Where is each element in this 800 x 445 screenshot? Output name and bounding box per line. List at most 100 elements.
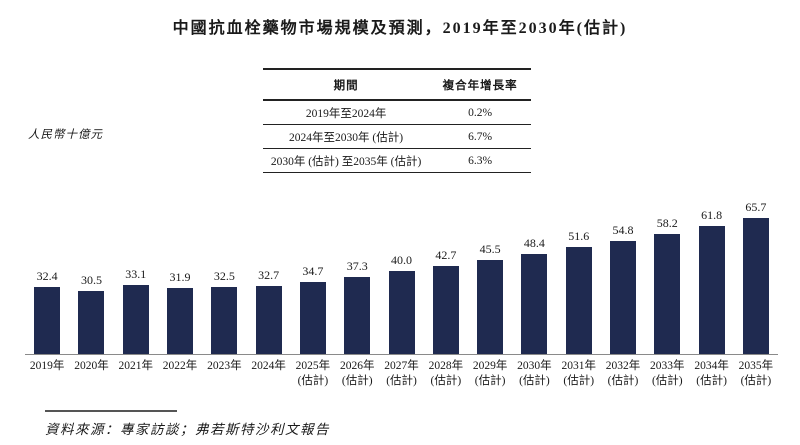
x-axis-labels: 2019年 2020年 2021年 2022年 2023年 2024年 2025年 (估計) 2… [25,359,778,389]
bar [344,277,371,354]
bar-column: 54.8 [601,193,645,354]
x-axis-estimate-note: (估計) [386,374,417,387]
bar [654,234,681,354]
x-axis-tick-label: 2024年 [246,359,290,389]
x-axis-year: 2030年 [517,360,552,372]
bar-value-label: 65.7 [745,200,767,214]
x-axis-year: 2026年 [339,360,375,372]
bar-value-label: 54.8 [612,223,634,237]
bar-column: 40.0 [379,193,423,354]
x-axis-tick-label: 2026年 (估計) [335,359,379,389]
bar [698,226,725,354]
bar-column: 42.7 [424,193,468,354]
x-axis-estimate-note: (估計) [430,374,462,387]
bar [432,266,459,354]
bar-column: 32.4 [25,193,69,354]
bar-column: 61.8 [689,193,733,354]
bar-column: 32.7 [246,193,290,354]
bar-value-label: 33.1 [125,267,147,281]
bar [34,287,61,354]
bar-column: 31.9 [158,193,202,354]
bar [477,260,504,354]
x-axis-year: 2022年 [162,360,198,372]
cagr-rate-header: 複合年增長率 [429,69,531,101]
x-axis-year: 2028年 [428,360,464,372]
x-axis-year: 2021年 [118,360,153,372]
x-axis-year: 2019年 [29,360,65,372]
x-axis-tick-label: 2032年 (估計) [601,359,645,389]
bar [211,287,238,354]
bar-value-label: 32.4 [36,269,58,283]
bar-value-label: 61.8 [701,208,723,222]
x-axis-estimate-note: (估計) [341,374,373,387]
cagr-table-row: 2024年至2030年 (估計) 6.7% [263,124,531,149]
bar-column: 65.7 [734,193,778,354]
x-axis-estimate-note: (估計) [696,374,727,387]
x-axis-year: 2035年 [738,360,774,372]
x-axis-year: 2032年 [605,360,641,372]
x-axis-estimate-note: (估計) [474,374,506,387]
x-axis-year: 2020年 [74,360,109,372]
bar [167,288,194,354]
bar-value-label: 30.5 [80,273,102,287]
bar [742,218,769,354]
x-axis-tick-label: 2035年 (估計) [734,359,778,389]
bar-value-label: 42.7 [435,248,457,262]
bar [521,254,548,354]
x-axis-estimate-note: (估計) [563,374,595,387]
x-axis-year: 2024年 [251,360,286,372]
bar-chart-plot-area: 32.4 30.5 33.1 31.9 32.5 32.7 34.7 37.3 40.0 42.7… [25,193,778,355]
x-axis-estimate-note: (估計) [297,374,329,387]
x-axis-tick-label: 2034年 (估計) [689,359,733,389]
cagr-value-cell: 6.3% [429,148,531,173]
x-axis-estimate-note: (估計) [519,374,550,387]
cagr-table: 期間 複合年增長率 2019年至2024年 0.2% 2024年至2030年 (估計… [263,68,531,173]
cagr-period-header: 期間 [263,69,430,101]
x-axis-estimate-note: (估計) [651,374,683,387]
cagr-value-cell: 0.2% [429,100,531,125]
x-axis-tick-label: 2029年 (估計) [468,359,512,389]
cagr-table-body: 2019年至2024年 0.2% 2024年至2030年 (估計) 6.7% 2030年… [263,100,531,173]
cagr-period-cell: 2024年至2030年 (估計) [263,124,430,149]
x-axis-year: 2031年 [561,360,596,372]
bar [388,271,415,354]
cagr-table-header-row: 期間 複合年增長率 [263,69,531,101]
source-divider-line [45,410,177,412]
x-axis-tick-label: 2023年 [202,359,246,389]
bar-value-label: 31.9 [169,270,191,284]
bar [122,285,149,354]
bar-value-label: 32.5 [213,269,235,283]
x-axis-year: 2034年 [694,360,729,372]
cagr-value-cell: 6.7% [429,124,531,149]
x-axis-tick-label: 2021年 [114,359,158,389]
x-axis-year: 2023年 [207,360,242,372]
bar-column: 32.5 [202,193,246,354]
cagr-period-cell: 2019年至2024年 [263,100,430,125]
bar-column: 51.6 [557,193,601,354]
cagr-period-cell: 2030年 (估計) 至2035年 (估計) [263,148,430,173]
bar-column: 58.2 [645,193,689,354]
x-axis-tick-label: 2033年 (估計) [645,359,689,389]
bar [78,291,105,354]
x-axis-tick-label: 2030年 (估計) [512,359,556,389]
bar-column: 37.3 [335,193,379,354]
cagr-table-row: 2019年至2024年 0.2% [263,100,531,125]
bar-value-label: 58.2 [656,216,678,230]
bar-column: 30.5 [69,193,113,354]
bar-value-label: 40.0 [391,253,413,267]
bar-value-label: 37.3 [346,259,368,273]
bar-column: 34.7 [291,193,335,354]
x-axis-year: 2027年 [384,360,419,372]
bar-column: 45.5 [468,193,512,354]
bar-column: 48.4 [512,193,556,354]
source-note: 資料來源：專家訪談；弗若斯特沙利文報告 [45,422,330,437]
x-axis-year: 2029年 [472,360,508,372]
bar-value-label: 45.5 [479,242,501,256]
bar-column: 33.1 [114,193,158,354]
bar-value-label: 32.7 [258,268,280,282]
x-axis-year: 2033年 [650,360,685,372]
x-axis-tick-label: 2031年 (估計) [557,359,601,389]
x-axis-tick-label: 2025年 (估計) [291,359,335,389]
bar-value-label: 51.6 [568,229,590,243]
